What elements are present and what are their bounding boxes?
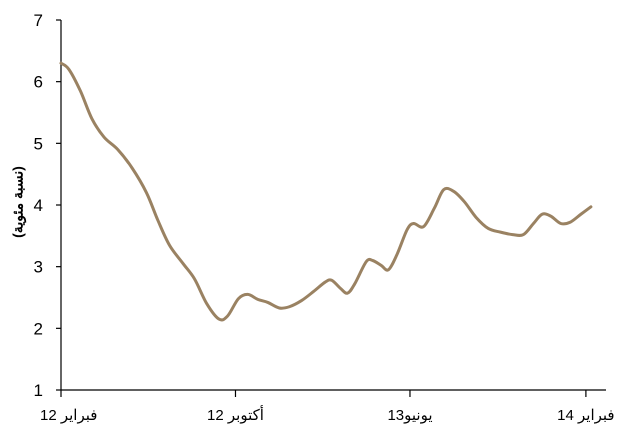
y-tick-label: 7 — [34, 11, 43, 30]
y-tick-label: 6 — [34, 73, 43, 92]
x-tick-labels: فبراير 12 أكتوبر 12 يونيو13 فبراير 14 — [40, 405, 615, 424]
y-tick-labels: 1 2 3 4 5 6 7 — [34, 11, 43, 400]
axes — [56, 19, 606, 397]
series-line-0 — [59, 61, 593, 322]
x-tick-label: يونيو13 — [387, 407, 432, 424]
y-axis-label: (نسبة مئوية) — [9, 166, 26, 238]
y-tick-label: 1 — [34, 381, 43, 400]
y-tick-label: 3 — [34, 258, 43, 277]
x-tick-label: فبراير 14 — [557, 407, 614, 424]
x-tick-label: أكتوبر 12 — [207, 405, 264, 424]
y-tick-label: 5 — [34, 134, 43, 153]
y-tick-label: 2 — [34, 319, 43, 338]
x-tick-label: فبراير 12 — [40, 407, 97, 424]
series-layer — [59, 61, 593, 322]
y-tick-label: 4 — [34, 196, 43, 215]
